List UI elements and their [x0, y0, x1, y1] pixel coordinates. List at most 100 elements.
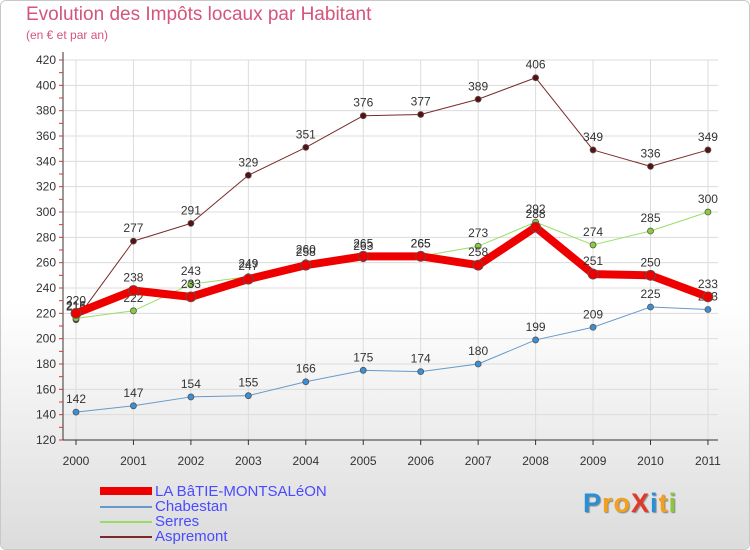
data-label: 274 — [583, 225, 603, 239]
series-line — [75, 306, 709, 413]
data-label: 250 — [640, 255, 660, 269]
data-point — [359, 112, 367, 120]
x-tick-label: 2011 — [695, 454, 721, 468]
chart-title: Evolution des Impôts locaux par Habitant — [26, 4, 372, 25]
y-tick-label: 260 — [36, 256, 56, 270]
data-label: 265 — [353, 236, 373, 250]
data-label: 147 — [123, 386, 143, 400]
data-point — [589, 146, 597, 154]
logo-letter: i — [650, 488, 659, 518]
data-label: 225 — [640, 287, 660, 301]
data-point — [130, 402, 137, 410]
data-point — [474, 360, 482, 368]
x-tick-label: 2003 — [235, 454, 262, 468]
series-line — [75, 211, 709, 319]
data-label: 247 — [238, 259, 258, 273]
proxiti-logo: ProXiti — [583, 488, 677, 519]
data-label: 349 — [583, 130, 603, 144]
data-label: 263 — [353, 239, 373, 253]
series-line — [72, 223, 712, 318]
data-label: 349 — [698, 130, 718, 144]
data-point — [187, 219, 195, 227]
x-tick-label: 2000 — [63, 454, 90, 468]
data-point — [647, 162, 654, 170]
data-label: 258 — [468, 245, 488, 259]
x-tick-label: 2005 — [350, 454, 377, 468]
data-label: 265 — [411, 236, 431, 250]
data-point — [185, 291, 197, 303]
data-label: 260 — [296, 243, 316, 257]
x-tick-label: 2006 — [407, 454, 434, 468]
y-tick-label: 400 — [36, 78, 56, 92]
data-label: 251 — [583, 254, 603, 268]
series-line — [75, 77, 709, 321]
data-point — [128, 285, 139, 296]
data-point — [587, 268, 599, 280]
data-label: 249 — [238, 257, 258, 271]
y-tick-label: 300 — [36, 205, 56, 219]
data-label: 180 — [468, 344, 488, 358]
data-point — [472, 259, 484, 271]
y-tick-label: 320 — [36, 180, 56, 194]
data-point — [530, 221, 541, 233]
x-tick-label: 2008 — [522, 454, 549, 468]
y-tick-label: 220 — [36, 306, 56, 320]
logo-letter: i — [668, 488, 678, 518]
y-tick-label: 120 — [36, 433, 56, 447]
legend-swatch — [100, 487, 152, 495]
data-point — [130, 237, 137, 245]
data-label: 175 — [353, 350, 373, 364]
data-point — [704, 208, 712, 216]
data-point — [302, 143, 310, 151]
data-point — [244, 392, 252, 400]
data-label: 351 — [296, 127, 316, 141]
data-point — [647, 303, 654, 311]
data-label: 220 — [66, 293, 86, 307]
logo-letter: t — [658, 488, 669, 518]
data-label: 291 — [181, 203, 201, 217]
data-point — [589, 323, 597, 331]
data-label: 238 — [123, 271, 143, 285]
data-point — [70, 307, 82, 319]
data-point — [244, 171, 252, 179]
data-label: 258 — [296, 245, 316, 259]
data-label: 155 — [238, 376, 258, 390]
data-label: 273 — [468, 226, 488, 240]
x-tick-label: 2004 — [292, 454, 319, 468]
data-point — [532, 74, 539, 82]
data-label: 336 — [640, 146, 660, 160]
data-point — [589, 241, 597, 249]
data-point — [187, 280, 195, 288]
y-tick-label: 240 — [36, 281, 56, 295]
y-tick-label: 420 — [36, 53, 56, 67]
x-tick-label: 2001 — [120, 454, 147, 468]
y-tick-label: 280 — [36, 230, 56, 244]
data-point — [532, 336, 539, 344]
data-label: 209 — [583, 307, 603, 321]
data-label: 233 — [181, 277, 201, 291]
x-tick-label: 2002 — [178, 454, 205, 468]
data-label: 376 — [353, 96, 373, 110]
data-point — [704, 146, 712, 154]
data-label: 292 — [526, 202, 546, 216]
data-point — [704, 306, 712, 313]
x-tick-label: 2009 — [580, 454, 607, 468]
data-point — [415, 250, 427, 262]
data-label: 243 — [181, 264, 201, 278]
legend-label: Aspremont — [155, 528, 228, 545]
data-point — [647, 227, 654, 235]
data-point — [72, 408, 80, 416]
y-tick-label: 380 — [36, 104, 56, 118]
x-tick-label: 2007 — [465, 454, 492, 468]
data-label: 142 — [66, 392, 86, 406]
data-point — [645, 269, 656, 281]
data-label: 199 — [526, 320, 546, 334]
y-tick-label: 140 — [36, 408, 56, 422]
data-point — [357, 250, 369, 262]
y-tick-label: 340 — [36, 154, 56, 168]
y-tick-label: 160 — [36, 382, 56, 396]
data-point — [302, 378, 310, 386]
logo-letter: X — [631, 488, 651, 518]
logo-letter: r — [602, 488, 614, 518]
data-label: 265 — [411, 236, 431, 250]
